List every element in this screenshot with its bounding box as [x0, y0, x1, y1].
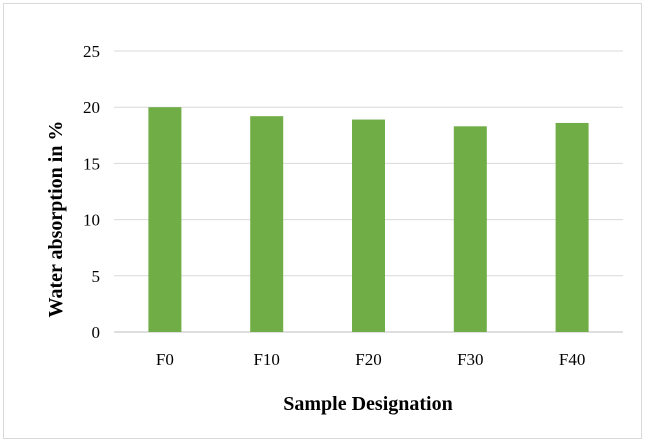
x-tick-label: F30: [457, 350, 483, 369]
x-axis-title: Sample Designation: [283, 393, 452, 415]
y-tick-label: 25: [83, 42, 100, 61]
bar-f0: [148, 107, 182, 332]
y-tick-label: 5: [92, 267, 101, 286]
bar-f40: [555, 122, 589, 332]
y-tick-label: 10: [83, 211, 100, 230]
y-tick-label: 15: [83, 154, 100, 173]
chart-frame: [3, 3, 642, 439]
x-tick-labels: F0 F10 F20 F30 F40: [156, 350, 585, 369]
bars: [148, 107, 589, 333]
bar-f20: [352, 119, 385, 333]
bar-f30: [453, 126, 487, 332]
gridlines: [114, 50, 623, 333]
x-tick-label: F20: [355, 350, 381, 369]
y-tick-labels: 0 5 10 15 20 25: [83, 42, 100, 342]
x-tick-label: F0: [156, 350, 174, 369]
y-tick-label: 0: [92, 323, 101, 342]
x-tick-label: F40: [559, 350, 585, 369]
y-axis-title: Water absorption in %: [45, 121, 67, 318]
x-tick-label: F10: [253, 350, 279, 369]
y-tick-label: 20: [83, 98, 100, 117]
bar-f10: [250, 116, 284, 332]
